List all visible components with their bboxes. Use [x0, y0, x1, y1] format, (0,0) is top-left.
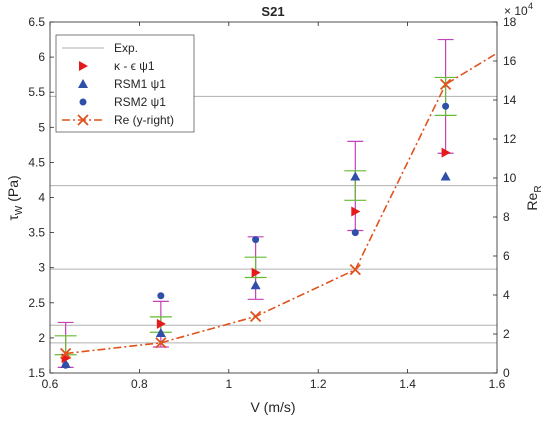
re-marker: [439, 78, 452, 91]
y-tick-label: 3.5: [28, 226, 45, 240]
ke-marker: [441, 147, 451, 158]
ticks: 0.6 0.8 1 1.2 1.4 1.6 1.5 2 2.5 3 3.5 4 4.5 5 5.5 6 6.5 0…: [28, 15, 516, 391]
y-tick-label: 1.5: [28, 366, 45, 380]
re-marker-stroke: [77, 114, 89, 126]
y-tick-label: 6: [38, 50, 45, 64]
legend-label: RSM2 ψ1: [114, 95, 166, 109]
rsm1-marker: [440, 171, 451, 181]
re-marker-stroke: [249, 310, 262, 323]
re-marker: [60, 347, 72, 360]
rsm2-marker: [252, 236, 260, 244]
y2-tick-label: 12: [503, 132, 517, 146]
legend-re-marker: [77, 114, 89, 126]
re-marker-stroke: [155, 337, 167, 349]
y2-tick-label: 2: [503, 327, 510, 341]
markers: [60, 78, 452, 369]
legend-label: κ - ϵ ψ1: [114, 59, 155, 73]
rsm1-marker: [350, 171, 361, 181]
re-marker-stroke: [349, 264, 361, 276]
y2-tick-label: 4: [503, 288, 510, 302]
y-axis-label: τW (Pa): [5, 175, 25, 220]
x-tick-label: 1: [225, 377, 232, 391]
y2-tick-label: 18: [503, 15, 517, 29]
rsm2-marker: [62, 361, 70, 369]
legend-ke-swatch: [79, 61, 88, 71]
legend-rsm2-swatch: [79, 98, 87, 106]
y2-tick-label: 0: [503, 366, 510, 380]
y2-tick-label: 6: [503, 249, 510, 263]
re-marker-stroke: [60, 347, 72, 360]
y-tick-label: 5.5: [28, 85, 45, 99]
x-tick-label: 0.8: [131, 377, 148, 391]
legend-rsm1-swatch: [78, 79, 88, 88]
x-tick-label: 1.4: [399, 377, 416, 391]
x-axis-label: V (m/s): [250, 399, 295, 415]
legend-label: Exp.: [114, 41, 138, 55]
rsm2-marker: [351, 229, 359, 237]
svg-text:4: 4: [528, 1, 533, 11]
reference-lines: [50, 95, 497, 344]
re-marker-stroke: [439, 78, 452, 91]
svg-text:× 10: × 10: [504, 4, 528, 18]
y2-axis-label: ReR: [524, 185, 544, 210]
re-marker: [349, 264, 361, 276]
y-tick-label: 2: [38, 331, 45, 345]
legend-label: Re (y-right): [114, 113, 174, 127]
y2-tick-label: 10: [503, 171, 517, 185]
y2-exponent: × 10 4: [504, 1, 533, 18]
x-tick-label: 1.6: [489, 377, 506, 391]
x-tick-label: 0.6: [42, 377, 59, 391]
rsm2-marker: [442, 102, 450, 110]
ke-marker: [156, 318, 166, 329]
y-tick-label: 2.5: [28, 296, 45, 310]
y-tick-label: 4: [38, 191, 45, 205]
legend: Exp. κ - ϵ ψ1 RSM1 ψ1 RSM2 ψ1 Re (y-right): [55, 34, 195, 133]
y-tick-label: 3: [38, 261, 45, 275]
re-marker: [155, 337, 167, 349]
re-marker: [249, 310, 262, 323]
y2-tick-label: 14: [503, 93, 517, 107]
rsm2-marker: [157, 292, 165, 300]
rsm1-marker: [155, 327, 166, 337]
rsm1-marker: [250, 280, 261, 290]
y2-tick-label: 16: [503, 54, 517, 68]
y-tick-label: 6.5: [28, 15, 45, 29]
y2-tick-label: 8: [503, 210, 510, 224]
y-tick-label: 4.5: [28, 155, 45, 169]
x-tick-label: 1.2: [310, 377, 327, 391]
ke-marker: [251, 267, 261, 278]
y-tick-label: 5: [38, 120, 45, 134]
legend-label: RSM1 ψ1: [114, 77, 166, 91]
chart-title: S21: [261, 4, 284, 19]
ke-marker: [351, 206, 361, 217]
